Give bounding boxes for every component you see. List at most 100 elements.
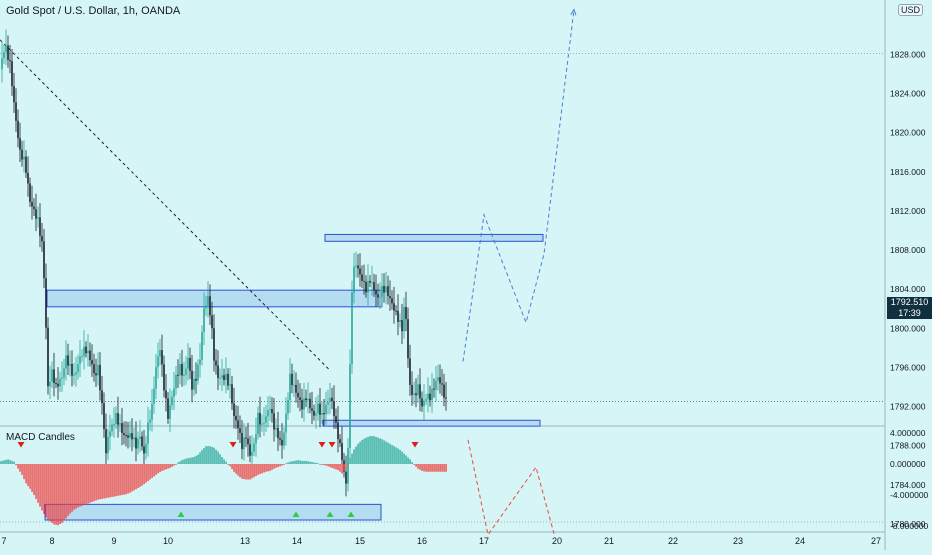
sell-signal-marker — [328, 442, 336, 448]
candle-body — [37, 217, 39, 219]
macd-bar — [423, 464, 425, 472]
macd-bar — [379, 438, 381, 464]
candle-body — [105, 429, 107, 454]
candle-body — [89, 350, 91, 361]
macd-bar — [95, 464, 97, 501]
candle-body — [21, 149, 23, 160]
candle-body — [69, 364, 71, 366]
macd-bar — [15, 464, 17, 466]
macd-bar — [93, 464, 95, 502]
macd-tick-label: -8.000000 — [890, 521, 929, 531]
macd-bar — [361, 439, 363, 464]
macd-bar — [155, 464, 157, 475]
candle-body — [335, 416, 337, 423]
candle-body — [345, 471, 347, 484]
candle-body — [341, 443, 343, 461]
candle-body — [325, 404, 327, 415]
candle-body — [27, 172, 29, 184]
macd-bar — [319, 464, 321, 465]
candle-body — [375, 290, 377, 295]
price-tick-label: 1820.000 — [890, 128, 926, 138]
macd-bar — [271, 464, 273, 470]
candle-body — [139, 436, 141, 439]
candle-body — [19, 138, 21, 150]
macd-bar — [431, 464, 433, 472]
candle-body — [9, 59, 11, 62]
macd-bar — [355, 446, 357, 464]
price-tick-label: 1816.000 — [890, 167, 926, 177]
last-price-tag: 1792.510 17:39 — [887, 297, 932, 319]
macd-bar — [297, 460, 299, 464]
time-tick-label: 15 — [355, 536, 365, 546]
macd-bar — [243, 464, 245, 480]
macd-bar — [69, 464, 71, 514]
macd-bar — [79, 464, 81, 507]
macd-bar — [407, 457, 409, 464]
currency-badge[interactable]: USD — [898, 4, 924, 16]
sell-signal-marker — [229, 442, 237, 448]
candle-body — [1, 58, 3, 70]
macd-bar — [381, 439, 383, 464]
candle-body — [261, 423, 263, 425]
macd-bar — [335, 464, 337, 470]
candle-body — [361, 274, 363, 281]
macd-bar — [309, 461, 311, 464]
macd-bar — [283, 464, 285, 465]
candle-body — [5, 45, 7, 53]
candle-body — [39, 217, 41, 236]
macd-bar — [121, 464, 123, 495]
price-tick-label: 1788.000 — [890, 441, 926, 451]
candle-body — [433, 388, 435, 390]
macd-bar — [251, 464, 253, 479]
candle-body — [291, 373, 293, 386]
candle-body — [231, 384, 233, 404]
candle-body — [287, 400, 289, 414]
macd-bar — [239, 464, 241, 478]
candle-body — [377, 294, 379, 298]
macd-bar — [273, 464, 275, 469]
candle-body — [107, 436, 109, 454]
macd-bar — [43, 464, 45, 514]
candle-body — [165, 390, 167, 399]
chart-title: Gold Spot / U.S. Dollar, 1h, OANDA — [6, 5, 181, 17]
candle-body — [35, 209, 37, 219]
price-tick-label: 1796.000 — [890, 362, 926, 372]
candle-body — [205, 305, 207, 309]
macd-bar — [281, 464, 283, 466]
time-tick-label: 8 — [49, 536, 54, 546]
candle-body — [425, 399, 427, 401]
candle-body — [285, 413, 287, 433]
candle-body — [381, 285, 383, 297]
macd-bar — [209, 446, 211, 464]
macd-bar — [127, 464, 129, 494]
candle-body — [31, 202, 33, 207]
macd-bar — [259, 464, 261, 475]
macd-bar — [35, 464, 37, 499]
candle-body — [307, 398, 309, 401]
candle-body — [153, 388, 155, 404]
candle-body — [55, 383, 57, 385]
macd-bar — [339, 464, 341, 472]
macd-bar — [291, 461, 293, 464]
candle-body — [221, 375, 223, 378]
candle-body — [23, 156, 25, 160]
candle-body — [191, 370, 193, 390]
macd-bar — [303, 460, 305, 464]
macd-bar — [371, 436, 373, 464]
candle-body — [155, 367, 157, 389]
candle-body — [443, 384, 445, 398]
candle-body — [97, 364, 99, 376]
macd-bar — [27, 464, 29, 487]
candle-body — [73, 374, 75, 376]
candle-body — [441, 383, 443, 385]
macd-bar — [29, 464, 31, 489]
sell-signal-marker — [17, 442, 25, 448]
buy-signal-marker — [292, 511, 300, 517]
candle-body — [175, 374, 177, 389]
macd-bar — [233, 464, 235, 472]
macd-bar — [71, 464, 73, 512]
macd-bar — [189, 457, 191, 464]
time-tick-label: 24 — [795, 536, 805, 546]
